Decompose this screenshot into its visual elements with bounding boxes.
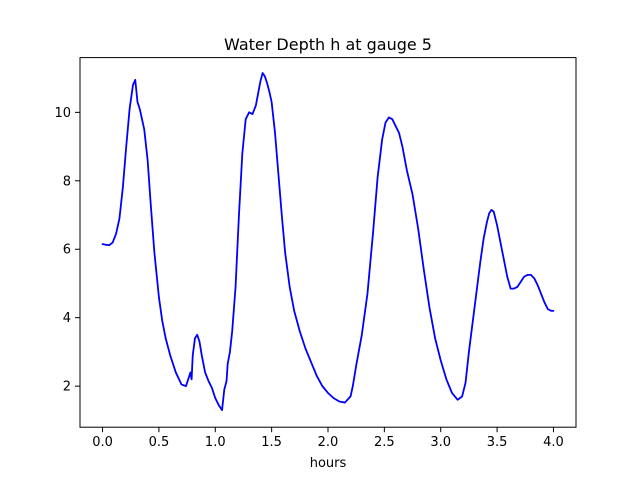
y-tick-label: 2	[63, 380, 71, 395]
x-tick-label: 1.5	[261, 435, 282, 450]
x-tick-label: 4.0	[543, 435, 564, 450]
series-layer	[101, 72, 555, 411]
tick-labels: 0.0 0.5 1.0 1.5 2.0 2.5 3.0 3.5 4.0 2 4 6 8 10	[54, 106, 563, 450]
x-tick-label: 2.5	[374, 435, 395, 450]
y-tick-label: 8	[63, 174, 71, 189]
x-axis-label: hours	[310, 456, 347, 471]
x-tick-label: 0.5	[149, 435, 170, 450]
x-tick-label: 1.0	[205, 435, 226, 450]
x-tick-label: 3.5	[487, 435, 508, 450]
tick-marks	[75, 111, 554, 433]
chart-title: Water Depth h at gauge 5	[224, 35, 432, 54]
y-tick-label: 4	[63, 311, 71, 326]
series-line-water-depth	[101, 72, 555, 411]
x-tick-label: 0.0	[92, 435, 113, 450]
y-tick-label: 10	[54, 106, 71, 121]
plot-area	[80, 57, 576, 428]
y-tick-label: 6	[63, 243, 71, 258]
x-tick-label: 3.0	[430, 435, 451, 450]
x-tick-label: 2.0	[318, 435, 339, 450]
plot-frame	[79, 57, 577, 428]
